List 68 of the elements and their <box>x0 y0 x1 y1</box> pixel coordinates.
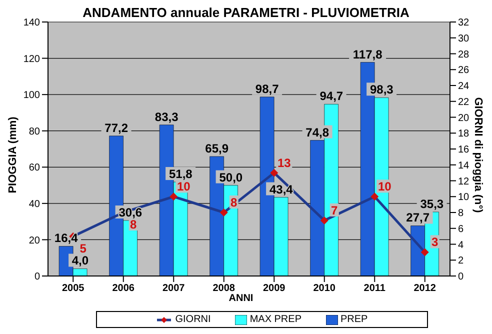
y-tick-label: 80 <box>28 126 40 138</box>
data-label: 3 <box>432 235 439 250</box>
y2-tick-label: 20 <box>458 112 470 124</box>
data-label: 74,8 <box>306 125 330 140</box>
legend-label: PREP <box>340 314 368 325</box>
y2-tick-label: 10 <box>458 192 470 204</box>
data-label: 5 <box>80 241 87 256</box>
x-tick-label: 2010 <box>313 283 336 294</box>
y2-tick-label: 18 <box>458 128 470 140</box>
data-label: 13 <box>277 156 292 170</box>
legend-label: MAX PREP <box>250 314 302 325</box>
point <box>170 192 178 201</box>
y2-tick-label: 30 <box>458 33 470 44</box>
x-tick-label: 2012 <box>414 283 436 294</box>
y-tick-label: 60 <box>28 162 40 174</box>
x-tick-label: 2009 <box>263 283 286 294</box>
y-tick-label: 100 <box>23 90 40 102</box>
x-tick-label: 2011 <box>364 283 386 294</box>
point <box>220 208 228 216</box>
data-label: 4,0 <box>72 254 89 268</box>
point <box>270 168 278 177</box>
y2-axis-title: GIORNI di pioggia (n°) <box>472 97 484 213</box>
y2-tick-label: 2 <box>458 256 464 267</box>
data-label: 94,7 <box>320 89 344 104</box>
data-label: 65,9 <box>205 141 229 156</box>
y2-tick-label: 8 <box>458 208 464 220</box>
data-label: 10 <box>176 180 191 194</box>
y-axis-title: PIOGGIA (mm) <box>7 116 19 194</box>
data-label: 27,7 <box>406 210 430 225</box>
data-label: 8 <box>230 196 238 210</box>
y-tick-label: 120 <box>23 54 40 65</box>
data-label: 16,4 <box>54 231 78 246</box>
legend-label: GIORNI <box>175 314 211 325</box>
y-tick-label: 0 <box>34 272 40 283</box>
y-tick-label: 140 <box>23 18 40 29</box>
data-label: 7 <box>331 203 338 218</box>
y2-tick-label: 28 <box>458 49 470 60</box>
data-label: 8 <box>130 218 138 232</box>
data-label: 83,3 <box>154 110 179 124</box>
data-label: 98,7 <box>255 82 280 96</box>
x-tick-label: 2008 <box>212 283 236 294</box>
data-label: 10 <box>378 180 392 194</box>
data-label: 98,3 <box>370 82 394 97</box>
y-tick-label: 40 <box>28 198 40 210</box>
y2-tick-label: 24 <box>458 81 470 92</box>
y2-tick-label: 16 <box>458 144 470 156</box>
data-label: 77,2 <box>104 120 128 135</box>
y2-tick-label: 6 <box>458 224 464 235</box>
x-tick-label: 2007 <box>162 283 186 294</box>
data-label: 51,8 <box>168 167 193 182</box>
data-label: 117,8 <box>352 47 383 62</box>
x-tick-label: 2005 <box>62 283 85 294</box>
x-tick-label: 2006 <box>112 283 135 294</box>
y2-tick-label: 4 <box>458 240 464 251</box>
point <box>320 216 328 224</box>
y2-tick-label: 0 <box>458 272 464 283</box>
y2-tick-label: 26 <box>458 65 470 76</box>
data-label: 35,3 <box>420 196 444 211</box>
chart-title: ANDAMENTO annuale PARAMETRI - PLUVIOMETRIA <box>82 5 410 20</box>
y-tick-label: 20 <box>28 235 40 246</box>
y2-tick-label: 32 <box>458 18 470 29</box>
y2-tick-label: 12 <box>458 176 470 188</box>
point <box>370 192 379 201</box>
point <box>420 248 429 256</box>
y2-tick-label: 14 <box>458 160 470 172</box>
x-axis-title: ANNI <box>228 293 254 304</box>
y2-tick-label: 22 <box>458 96 470 108</box>
data-label: 50,0 <box>219 170 243 184</box>
